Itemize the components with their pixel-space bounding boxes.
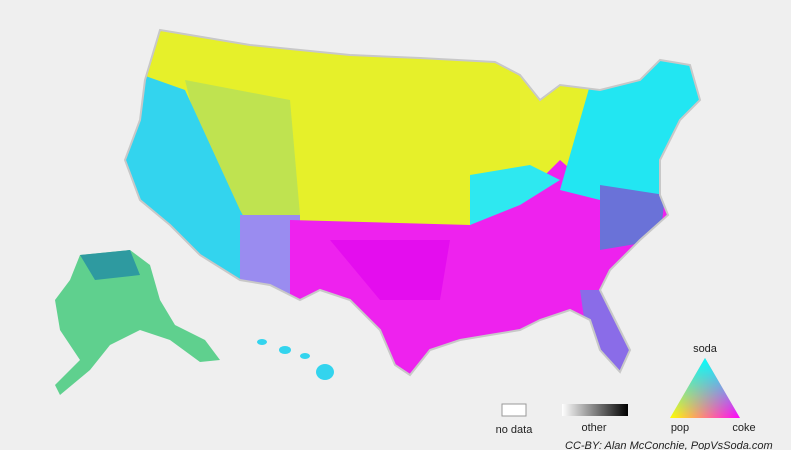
pop-label: pop — [671, 422, 689, 434]
no-data-swatch — [501, 403, 527, 417]
other-swatch — [562, 404, 628, 416]
other-label: other — [581, 422, 606, 434]
us-outline — [123, 28, 702, 377]
coke-label: coke — [732, 422, 755, 434]
credit: CC-BY: Alan McConchie, PopVsSoda.com — [565, 440, 773, 450]
no-data-label: no data — [496, 424, 534, 436]
alaska — [55, 250, 220, 395]
hawaii — [257, 339, 334, 380]
soda-label: soda — [693, 343, 718, 355]
alaska-north — [80, 250, 140, 280]
legend-triangle-soda — [670, 358, 740, 418]
